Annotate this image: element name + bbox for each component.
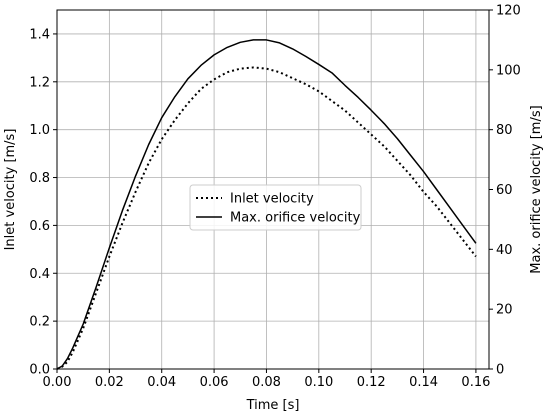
y-right-tick-label: 80 — [496, 123, 513, 138]
y-left-tick-label: 1.0 — [29, 123, 50, 138]
x-tick-label: 0.14 — [409, 375, 438, 390]
y-left-axis-ticks: 0.0 0.2 0.4 0.6 0.8 1.0 1.2 1.4 — [29, 27, 57, 378]
y-right-tick-label: 60 — [496, 183, 513, 198]
y-right-tick-label: 40 — [496, 243, 513, 258]
series-line-max-orifice-velocity — [56, 39, 477, 370]
x-tick-label: 0.02 — [95, 375, 124, 390]
y-right-tick-label: 20 — [496, 303, 513, 318]
y-left-tick-label: 0.0 — [29, 363, 50, 378]
x-tick-label: 0.00 — [43, 375, 72, 390]
x-axis-label: Time [s] — [246, 398, 300, 413]
x-axis-ticks: 0.00 0.02 0.04 0.06 0.08 0.10 0.12 0.14 0.16 — [43, 369, 490, 390]
x-tick-label: 0.04 — [147, 375, 176, 390]
x-tick-label: 0.10 — [304, 375, 333, 390]
series-line-inlet-velocity — [56, 66, 477, 370]
y-right-tick-label: 120 — [496, 4, 521, 19]
legend: Inlet velocity Max. orifice velocity — [189, 184, 362, 231]
y-left-tick-label: 0.8 — [29, 171, 50, 186]
x-tick-label: 0.06 — [200, 375, 229, 390]
legend-label-inlet-velocity: Inlet velocity — [230, 192, 314, 207]
series-layer — [56, 39, 477, 370]
x-tick-label: 0.12 — [357, 375, 386, 390]
x-tick-label: 0.08 — [252, 375, 281, 390]
y-left-tick-label: 0.4 — [29, 267, 50, 282]
x-tick-label: 0.16 — [461, 375, 490, 390]
legend-box — [189, 184, 362, 231]
y-right-tick-label: 0 — [496, 363, 504, 378]
y-right-tick-label: 100 — [496, 63, 521, 78]
y-left-tick-label: 1.2 — [29, 75, 50, 90]
y-right-axis-ticks: 0 20 40 60 80 100 120 — [489, 4, 521, 378]
y-left-tick-label: 0.2 — [29, 315, 50, 330]
legend-label-max-orifice-velocity: Max. orifice velocity — [230, 211, 361, 226]
y-left-tick-label: 0.6 — [29, 219, 50, 234]
y-right-axis-label: Max. orifice velocity [m/s] — [529, 105, 544, 273]
y-left-tick-label: 1.4 — [29, 27, 50, 42]
y-left-axis-label: Inlet velocity [m/s] — [3, 129, 18, 251]
